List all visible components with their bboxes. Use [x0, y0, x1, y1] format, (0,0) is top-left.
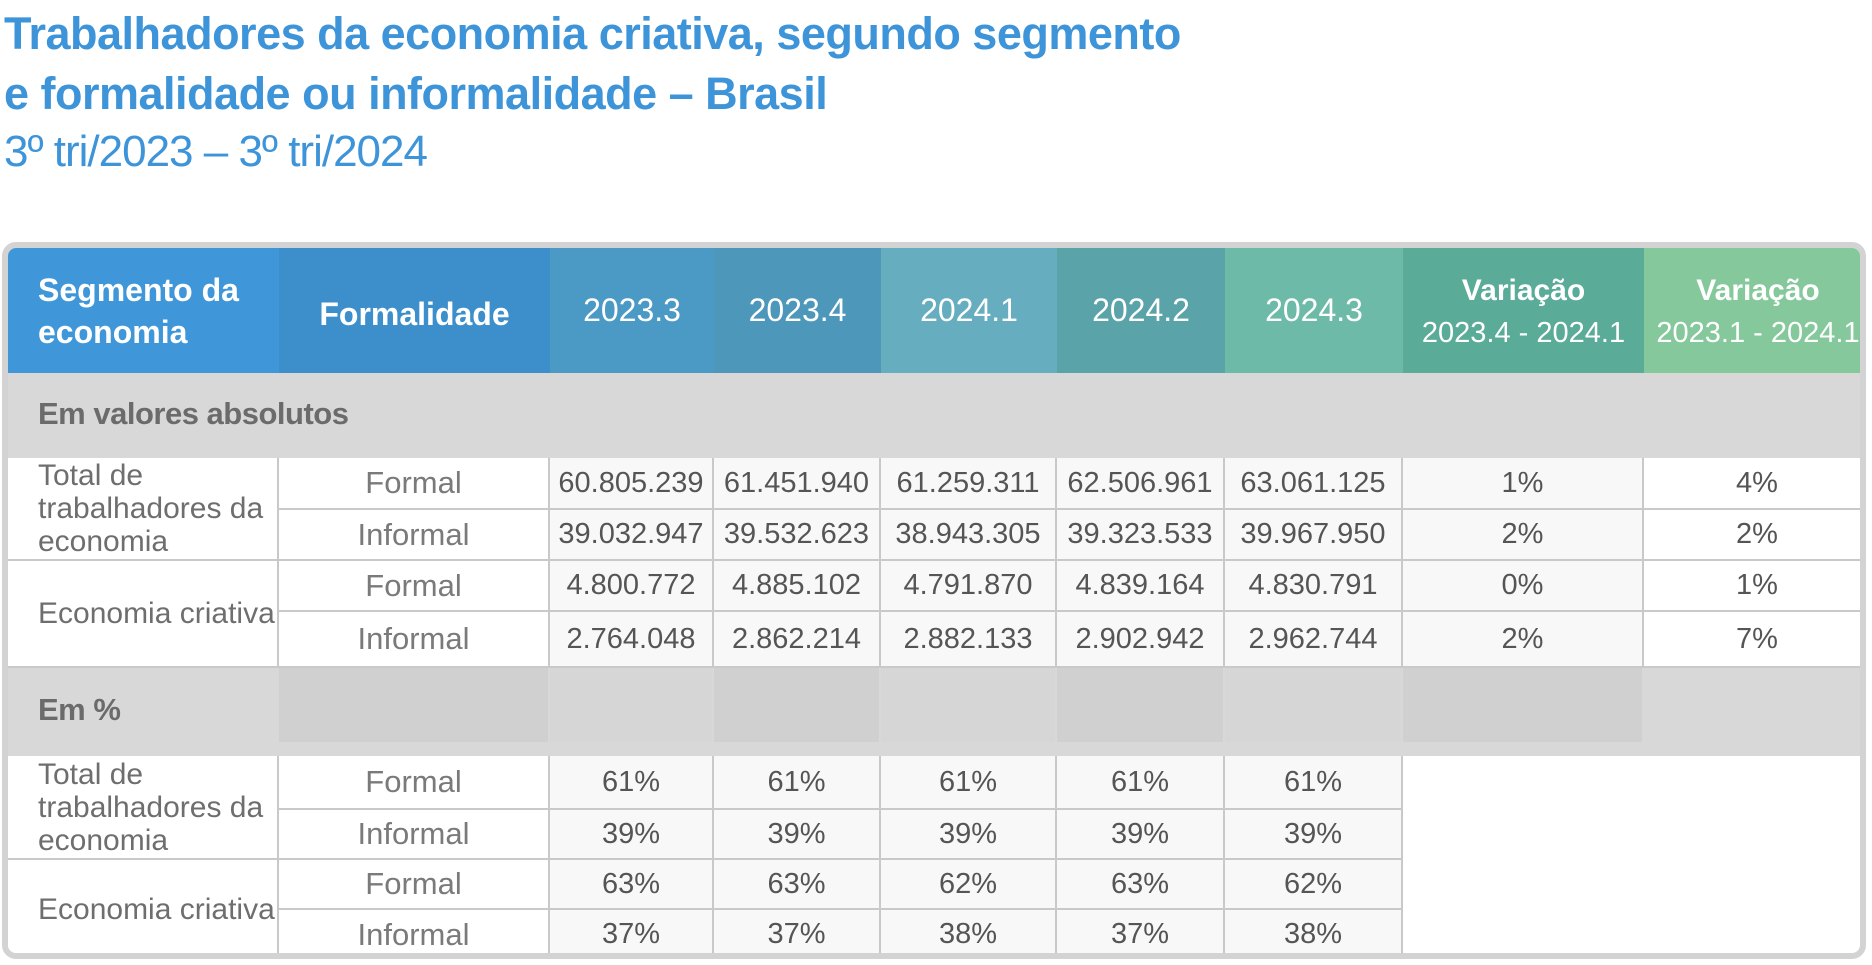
value-cell: 61% [550, 756, 714, 810]
section-column-tint [714, 668, 879, 742]
variation-1-cell: 1% [1403, 458, 1644, 510]
value-cell: 38% [881, 910, 1057, 953]
header-variation-2-range: 2023.1 - 2024.1 [1656, 316, 1860, 349]
formality-label: Informal [279, 810, 550, 860]
value-cell: 4.791.870 [881, 561, 1057, 612]
value-cell: 2.962.744 [1225, 612, 1403, 668]
section-column-tint [279, 668, 548, 742]
value-cell: 62% [881, 860, 1057, 910]
variation-1-cell: 0% [1403, 561, 1644, 612]
variation-1-cell: 2% [1403, 612, 1644, 668]
title-line-2: e formalidade ou informalidade – Brasil [4, 68, 828, 119]
value-cell: 38.943.305 [881, 510, 1057, 561]
value-cell: 2.764.048 [550, 612, 714, 668]
header-formality: Formalidade [279, 248, 550, 373]
section-band: Em valores absolutos [8, 373, 1860, 458]
section-label: Em valores absolutos [38, 396, 349, 431]
formality-label: Informal [279, 510, 550, 561]
formality-label: Formal [279, 561, 550, 612]
value-cell: 61.259.311 [881, 458, 1057, 510]
value-cell: 37% [1057, 910, 1225, 953]
header-segment: Segmento da economia [8, 248, 279, 373]
value-cell: 4.800.772 [550, 561, 714, 612]
title-line-1: Trabalhadores da economia criativa, segu… [4, 8, 1181, 59]
subtitle: 3º tri/2023 – 3º tri/2024 [4, 127, 428, 176]
header-variation-1: Variação 2023.4 - 2024.1 [1403, 248, 1644, 373]
variation-2-cell: 1% [1644, 561, 1860, 612]
section-column-tint [881, 668, 1055, 742]
section-label: Em % [38, 692, 121, 727]
value-cell: 39.532.623 [714, 510, 881, 561]
value-cell: 4.885.102 [714, 561, 881, 612]
value-cell: 63% [1057, 860, 1225, 910]
segment-label: Economia criativa [8, 561, 279, 668]
header-period: 2023.3 [550, 248, 714, 373]
value-cell: 2.882.133 [881, 612, 1057, 668]
value-cell: 39% [550, 810, 714, 860]
formality-label: Formal [279, 458, 550, 510]
value-cell: 4.830.791 [1225, 561, 1403, 612]
section-column-tint [550, 668, 712, 742]
section-column-tint [1057, 668, 1223, 742]
value-cell: 2.862.214 [714, 612, 881, 668]
variation-2-cell: 2% [1644, 510, 1860, 561]
value-cell: 39.323.533 [1057, 510, 1225, 561]
header-variation-1-label: Variação [1461, 273, 1586, 307]
header-period: 2023.4 [714, 248, 881, 373]
value-cell: 37% [550, 910, 714, 953]
value-cell: 39.032.947 [550, 510, 714, 561]
section-column-tint [1403, 668, 1642, 742]
value-cell: 61% [1057, 756, 1225, 810]
value-cell: 63% [714, 860, 881, 910]
variation-2-cell: 7% [1644, 612, 1860, 668]
header-period: 2024.2 [1057, 248, 1225, 373]
value-cell: 39.967.950 [1225, 510, 1403, 561]
section-band: Em % [8, 668, 1860, 756]
data-table: Segmento da economia Formalidade 2023.3 202… [2, 242, 1866, 959]
header-period: 2024.3 [1225, 248, 1403, 373]
variation-2-cell: 4% [1644, 458, 1860, 510]
value-cell: 61.451.940 [714, 458, 881, 510]
section-column-tint [1225, 668, 1401, 742]
value-cell: 39% [1225, 810, 1403, 860]
value-cell: 61% [1225, 756, 1403, 810]
header-variation-1-range: 2023.4 - 2024.1 [1421, 316, 1626, 349]
segment-label: Total de trabalhadores da economia [8, 756, 279, 860]
variation-1-cell: 2% [1403, 510, 1644, 561]
title-block: Trabalhadores da economia criativa, segu… [4, 4, 1181, 180]
value-cell: 60.805.239 [550, 458, 714, 510]
value-cell: 62% [1225, 860, 1403, 910]
value-cell: 2.902.942 [1057, 612, 1225, 668]
segment-label: Total de trabalhadores da economia [8, 458, 279, 561]
formality-label: Informal [279, 612, 550, 668]
value-cell: 4.839.164 [1057, 561, 1225, 612]
value-cell: 39% [881, 810, 1057, 860]
formality-label: Formal [279, 756, 550, 810]
value-cell: 39% [1057, 810, 1225, 860]
segment-label: Economia criativa [8, 860, 279, 953]
header-variation-2-label: Variação [1696, 273, 1820, 307]
value-cell: 61% [714, 756, 881, 810]
header-variation-2: Variação 2023.1 - 2024.1 [1644, 248, 1860, 373]
header-period: 2024.1 [881, 248, 1057, 373]
value-cell: 37% [714, 910, 881, 953]
value-cell: 63% [550, 860, 714, 910]
formality-label: Informal [279, 910, 550, 953]
value-cell: 63.061.125 [1225, 458, 1403, 510]
value-cell: 61% [881, 756, 1057, 810]
value-cell: 62.506.961 [1057, 458, 1225, 510]
value-cell: 38% [1225, 910, 1403, 953]
formality-label: Formal [279, 860, 550, 910]
value-cell: 39% [714, 810, 881, 860]
